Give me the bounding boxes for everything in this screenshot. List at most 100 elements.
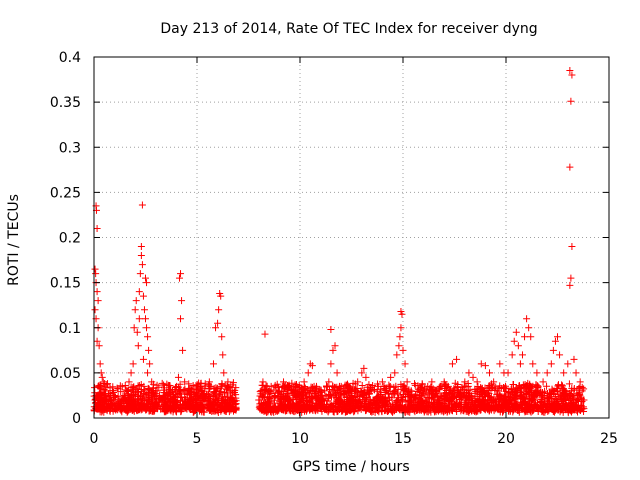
roti-point-band bbox=[157, 396, 165, 404]
roti-point-band bbox=[295, 395, 303, 403]
roti-point bbox=[179, 346, 187, 354]
roti-point-band bbox=[205, 402, 213, 410]
roti-point-band bbox=[375, 404, 383, 412]
roti-point bbox=[94, 400, 102, 408]
roti-point bbox=[397, 308, 405, 316]
roti-point-band bbox=[413, 388, 421, 396]
roti-point-band bbox=[184, 400, 192, 408]
roti-point-band bbox=[539, 401, 547, 409]
roti-point-band bbox=[140, 400, 148, 408]
roti-point-band bbox=[280, 388, 288, 396]
roti-point-band bbox=[519, 398, 527, 406]
roti-point-band bbox=[507, 385, 515, 393]
roti-point-band bbox=[220, 396, 228, 404]
roti-point bbox=[145, 346, 153, 354]
roti-point-band bbox=[304, 397, 312, 405]
roti-point-band bbox=[98, 408, 106, 416]
roti-point-band bbox=[409, 401, 417, 409]
roti-point-band bbox=[367, 386, 375, 394]
roti-point bbox=[214, 319, 222, 327]
roti-point-band bbox=[544, 395, 552, 403]
roti-point-band bbox=[181, 385, 189, 393]
roti-point-band bbox=[174, 393, 182, 401]
roti-point-band bbox=[567, 399, 575, 407]
roti-point bbox=[148, 378, 156, 386]
roti-point-band bbox=[386, 383, 394, 391]
roti-point bbox=[494, 387, 502, 395]
x-tick-label: 15 bbox=[394, 431, 412, 447]
roti-point-band bbox=[329, 406, 337, 414]
roti-point-band bbox=[434, 407, 442, 415]
scatter-points bbox=[90, 67, 588, 417]
roti-point-band bbox=[538, 398, 546, 406]
roti-point-band bbox=[206, 406, 214, 414]
roti-point-band bbox=[187, 405, 195, 413]
roti-point-band bbox=[378, 408, 386, 416]
roti-point-band bbox=[261, 386, 269, 394]
roti-point-band bbox=[523, 400, 531, 408]
roti-point bbox=[512, 387, 520, 395]
roti-point-band bbox=[352, 403, 360, 411]
roti-point-band bbox=[131, 405, 139, 413]
roti-point-band bbox=[128, 391, 136, 399]
roti-point-band bbox=[444, 394, 452, 402]
roti-point-band bbox=[392, 382, 400, 390]
roti-point bbox=[135, 288, 143, 296]
roti-point-band bbox=[312, 407, 320, 415]
roti-point bbox=[348, 391, 355, 399]
roti-point bbox=[138, 201, 146, 209]
roti-point-band bbox=[106, 384, 114, 392]
roti-point-band bbox=[118, 383, 126, 391]
roti-point bbox=[354, 378, 362, 386]
roti-point bbox=[91, 306, 99, 314]
roti-point bbox=[327, 360, 335, 368]
roti-point-band bbox=[517, 401, 525, 409]
roti-point-band bbox=[182, 395, 190, 403]
roti-point-band bbox=[448, 390, 456, 398]
roti-point-band bbox=[339, 401, 347, 409]
roti-point-band bbox=[530, 396, 538, 404]
y-tick-label: 0.4 bbox=[59, 50, 81, 66]
roti-point-band bbox=[538, 393, 546, 401]
roti-point bbox=[142, 274, 149, 282]
roti-point-band bbox=[356, 398, 364, 406]
roti-point bbox=[143, 324, 151, 332]
roti-point bbox=[94, 297, 102, 305]
roti-point-band bbox=[128, 401, 136, 409]
roti-point-band bbox=[449, 389, 457, 397]
roti-point-band bbox=[292, 404, 300, 412]
roti-point-band bbox=[141, 390, 149, 398]
roti-point-band bbox=[460, 407, 468, 415]
roti-point-band bbox=[565, 380, 573, 388]
roti-point-band bbox=[411, 380, 419, 388]
x-tick-label: 0 bbox=[90, 431, 99, 447]
x-tick-label: 10 bbox=[291, 431, 309, 447]
roti-point bbox=[370, 396, 378, 404]
roti-point bbox=[146, 360, 154, 368]
roti-point bbox=[232, 405, 240, 413]
roti-point-band bbox=[279, 401, 287, 409]
roti-point bbox=[510, 337, 518, 345]
roti-point-band bbox=[576, 390, 584, 398]
roti-point bbox=[523, 315, 531, 323]
x-tick-label: 20 bbox=[497, 431, 515, 447]
roti-point-band bbox=[213, 384, 221, 392]
roti-point-band bbox=[471, 390, 479, 398]
roti-point-band bbox=[543, 382, 551, 390]
roti-point bbox=[337, 382, 345, 390]
roti-point-band bbox=[499, 407, 507, 415]
roti-point-band bbox=[313, 394, 321, 402]
roti-point bbox=[189, 396, 197, 404]
roti-point-band bbox=[509, 403, 517, 411]
roti-point bbox=[193, 391, 201, 399]
roti-point-band bbox=[414, 405, 422, 413]
roti-point bbox=[554, 333, 561, 341]
roti-point-band bbox=[283, 381, 291, 389]
roti-point-band bbox=[524, 407, 532, 415]
roti-point-band bbox=[515, 382, 523, 390]
roti-point-band bbox=[116, 395, 124, 403]
roti-point-band bbox=[577, 402, 585, 410]
roti-point bbox=[292, 382, 300, 390]
roti-point bbox=[212, 324, 220, 332]
